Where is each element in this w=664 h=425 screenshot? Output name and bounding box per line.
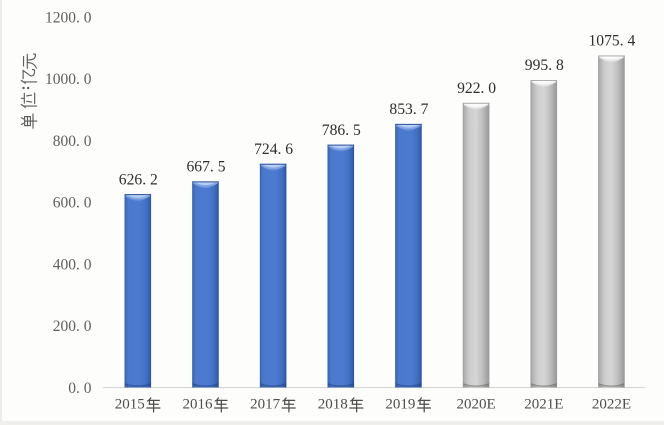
- svg-text:667. 5: 667. 5: [187, 159, 226, 176]
- svg-text:2022E: 2022E: [592, 397, 631, 413]
- svg-text:1075. 4: 1075. 4: [589, 33, 636, 50]
- svg-text:2015: 2015: [115, 397, 145, 413]
- svg-text:2021E: 2021E: [524, 397, 563, 413]
- svg-text:626. 2: 626. 2: [119, 171, 158, 188]
- svg-text:1000. 0: 1000. 0: [45, 71, 92, 88]
- svg-text:922. 0: 922. 0: [457, 80, 496, 97]
- svg-text:2019: 2019: [385, 397, 415, 413]
- svg-text:400. 0: 400. 0: [53, 256, 92, 273]
- svg-text:2017: 2017: [250, 397, 281, 413]
- svg-text:600. 0: 600. 0: [53, 195, 92, 212]
- svg-text:995. 8: 995. 8: [525, 57, 564, 74]
- svg-text:1200. 0: 1200. 0: [45, 9, 92, 26]
- svg-text:2018: 2018: [318, 397, 348, 413]
- svg-text:724. 6: 724. 6: [254, 141, 293, 158]
- svg-text:2016: 2016: [183, 397, 214, 413]
- svg-text:786. 5: 786. 5: [322, 122, 361, 139]
- svg-text:853. 7: 853. 7: [389, 101, 428, 118]
- svg-text:2020E: 2020E: [457, 397, 496, 413]
- svg-text:0. 0: 0. 0: [68, 380, 92, 397]
- svg-text:200. 0: 200. 0: [53, 318, 92, 335]
- svg-text:800. 0: 800. 0: [53, 133, 92, 150]
